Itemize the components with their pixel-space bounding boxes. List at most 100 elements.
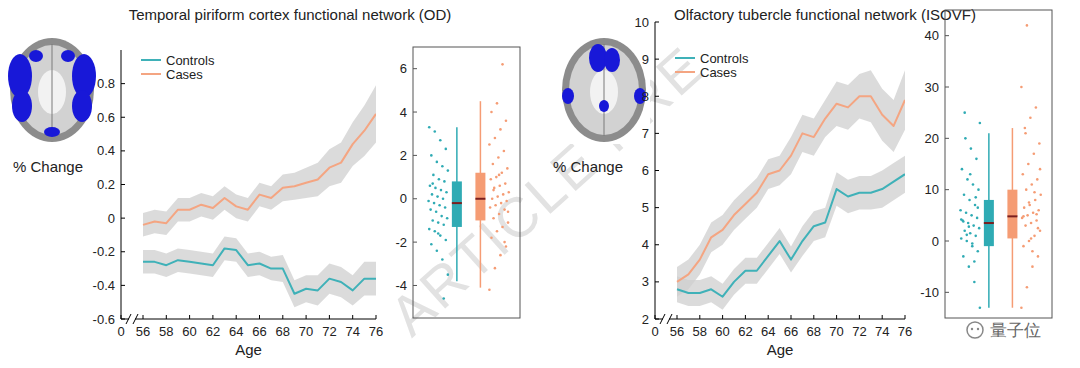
- y-tick: [945, 87, 949, 88]
- box: [475, 173, 485, 221]
- x-tick-label: 66: [784, 324, 798, 339]
- data-point: [431, 182, 434, 185]
- y-tick: [945, 292, 949, 293]
- data-point: [436, 249, 439, 252]
- brain-image: [558, 36, 650, 144]
- brain-region: [72, 90, 92, 122]
- x-tick-label: 56: [670, 324, 684, 339]
- data-point: [1032, 211, 1035, 214]
- data-point: [1028, 240, 1031, 243]
- y-tick: [413, 112, 417, 113]
- brain-region: [61, 50, 75, 62]
- data-point: [441, 165, 444, 168]
- y-tick-label: 40: [925, 28, 939, 43]
- y-tick: [121, 150, 125, 151]
- y-tick-label: 2: [642, 312, 649, 327]
- brain-bg: [558, 36, 650, 144]
- x-tick: [166, 315, 167, 319]
- axis-break: [667, 314, 672, 324]
- data-point: [1026, 286, 1029, 289]
- legend-swatch: [141, 73, 161, 75]
- line-chart: Olfactory tubercle functional network (I…: [553, 6, 976, 358]
- data-point: [972, 224, 975, 227]
- data-point: [1030, 222, 1033, 225]
- data-point: [962, 255, 965, 258]
- data-point: [1035, 219, 1038, 222]
- x-tick: [677, 315, 678, 319]
- confidence-band: [143, 85, 376, 236]
- data-point: [441, 258, 444, 261]
- data-point: [979, 122, 982, 125]
- x-axis-label: Age: [235, 341, 262, 358]
- data-point: [491, 197, 494, 200]
- data-point: [433, 130, 436, 133]
- data-point: [1033, 191, 1036, 194]
- y-tick-label: 10: [635, 15, 649, 30]
- median: [452, 202, 462, 204]
- data-point: [445, 239, 448, 242]
- x-tick-label: 60: [182, 324, 196, 339]
- data-point: [968, 265, 971, 268]
- data-point: [503, 150, 506, 153]
- x-tick-label: 64: [761, 324, 775, 339]
- data-point: [447, 169, 450, 172]
- data-point: [970, 147, 973, 150]
- data-point: [498, 174, 501, 177]
- data-point: [505, 245, 508, 248]
- y-tick: [655, 319, 659, 320]
- x-tick-label: 56: [136, 324, 150, 339]
- axis-break: [133, 314, 138, 324]
- data-point: [504, 182, 507, 185]
- x-tick-label: 70: [299, 324, 313, 339]
- data-point: [1020, 86, 1023, 89]
- y-tick-label: 6: [642, 163, 649, 178]
- y-tick-label: 30: [925, 80, 939, 95]
- x-tick: [768, 315, 769, 319]
- y-axis-label: % Change: [13, 158, 83, 175]
- x-tick-label: 76: [898, 324, 912, 339]
- data-point: [446, 217, 449, 220]
- data-point: [965, 211, 968, 214]
- x-tick: [722, 315, 723, 319]
- x-tick: [121, 315, 122, 319]
- legend-label: Cases: [700, 65, 737, 80]
- data-point: [428, 228, 431, 231]
- data-point: [961, 168, 964, 171]
- data-point: [1033, 235, 1036, 238]
- plot-marks: [677, 70, 905, 309]
- data-point: [492, 163, 495, 166]
- data-point: [489, 206, 492, 209]
- data-point: [978, 227, 981, 230]
- data-point: [499, 128, 502, 131]
- data-point: [436, 161, 439, 164]
- data-point: [1037, 227, 1040, 230]
- data-point: [1031, 265, 1034, 268]
- data-point: [963, 229, 966, 232]
- data-point: [501, 63, 504, 66]
- data-point: [434, 187, 437, 190]
- data-point: [1030, 237, 1033, 240]
- data-point: [442, 197, 445, 200]
- legend-swatch: [675, 71, 695, 73]
- chart-title: Temporal piriform cortex functional netw…: [129, 6, 452, 23]
- box: [984, 200, 994, 246]
- legend: ControlsCases: [141, 53, 215, 82]
- data-point: [1022, 245, 1025, 248]
- data-point: [438, 178, 441, 181]
- brain-image: [6, 36, 98, 144]
- data-point: [437, 221, 440, 224]
- data-point: [968, 199, 971, 202]
- data-point: [971, 242, 974, 245]
- y-tick-label: -2: [395, 235, 407, 250]
- data-point: [1026, 214, 1029, 217]
- data-point: [501, 226, 504, 229]
- data-point: [445, 148, 448, 151]
- y-tick: [655, 207, 659, 208]
- box-chart: -10010203040: [920, 10, 1052, 318]
- brain-matter: [569, 45, 639, 135]
- y-tick: [655, 133, 659, 134]
- data-point: [495, 176, 498, 179]
- x-axis: [669, 319, 905, 320]
- y-tick: [413, 155, 417, 156]
- plot-marks: [959, 24, 1042, 309]
